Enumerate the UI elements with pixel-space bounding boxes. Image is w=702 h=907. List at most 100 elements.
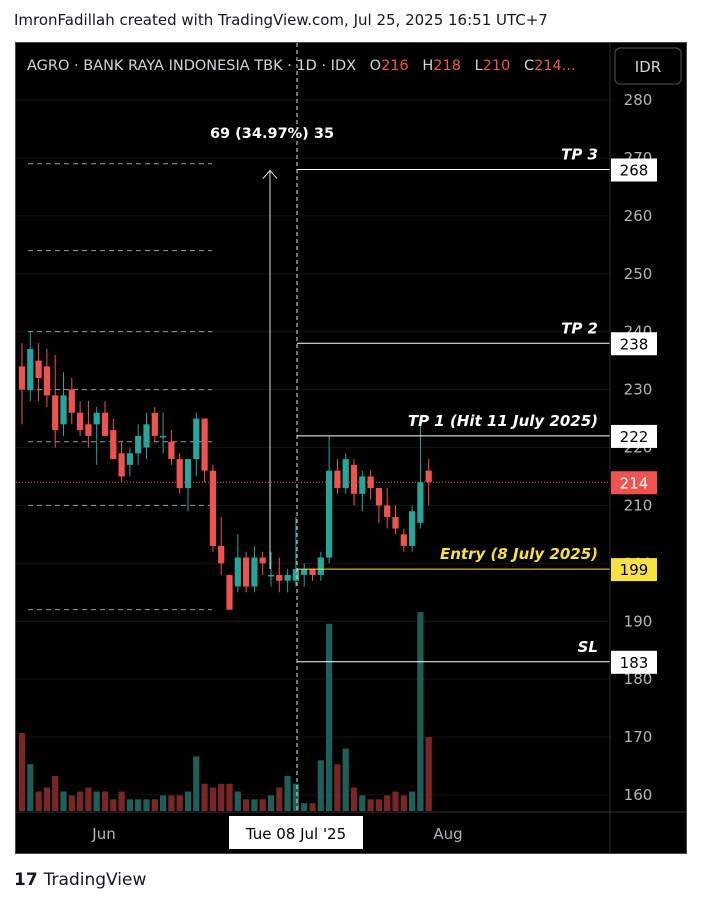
low-label: L: [475, 58, 483, 74]
candle-body[interactable]: [234, 557, 241, 587]
candle-body[interactable]: [193, 418, 200, 460]
price-tick-210: 210: [624, 496, 653, 514]
candle-body[interactable]: [18, 366, 26, 390]
open-label: O: [370, 58, 381, 74]
volume-bar: [118, 791, 125, 811]
level-tag-222-bg: [611, 424, 657, 448]
symbol-info: AGRO · BANK RAYA INDONESIA TBK · 1D · ID…: [27, 58, 356, 74]
price-tick-180: 180: [624, 670, 653, 688]
volume-bar: [110, 799, 117, 811]
volume-bar: [18, 733, 26, 811]
candlesticks[interactable]: [18, 331, 432, 610]
level-label: Entry (8 July 2025): [440, 545, 598, 563]
candle-body[interactable]: [251, 557, 258, 587]
current-price-tag: 214: [620, 474, 649, 492]
candle-body[interactable]: [93, 412, 100, 425]
open-value: 216: [381, 58, 409, 74]
candle-body[interactable]: [259, 557, 266, 564]
candle-body[interactable]: [309, 569, 316, 575]
candle-body[interactable]: [350, 464, 358, 494]
candle-body[interactable]: [27, 349, 34, 390]
volume-bar: [301, 803, 308, 811]
volume-bar: [284, 775, 291, 811]
level-tag-199-bg: [611, 558, 657, 582]
candle-body[interactable]: [143, 424, 150, 448]
candle-body[interactable]: [135, 435, 142, 454]
grid-lines: [16, 99, 610, 796]
time-axis[interactable]: Jun Aug Tue 08 Jul '25: [91, 816, 463, 849]
candle-body[interactable]: [118, 453, 125, 477]
volume-bar: [135, 799, 142, 811]
tradingview-brand[interactable]: 17 TradingView: [14, 870, 146, 890]
volume-bar: [126, 799, 133, 811]
price-tick-280: 280: [624, 91, 653, 109]
level-tag-222: 222: [620, 428, 649, 446]
candle-body[interactable]: [409, 511, 416, 546]
candle-body[interactable]: [168, 441, 175, 460]
candle-body[interactable]: [160, 435, 167, 438]
candle-body[interactable]: [201, 418, 208, 471]
level-tag-238: 238: [620, 335, 649, 353]
candle-body[interactable]: [176, 459, 183, 489]
candle-body[interactable]: [292, 569, 299, 581]
candle-body[interactable]: [326, 470, 333, 558]
candle-body[interactable]: [218, 545, 225, 564]
level-tag-268-bg: [611, 158, 657, 182]
measure-label: 69 (34.97%) 35: [210, 126, 334, 142]
candle-body[interactable]: [375, 488, 382, 506]
low-value: 210: [483, 58, 511, 74]
candle-body[interactable]: [359, 476, 366, 494]
candle-body[interactable]: [284, 574, 291, 581]
volume-bar: [143, 799, 150, 811]
candle-body[interactable]: [60, 395, 67, 425]
currency-label: IDR: [635, 58, 661, 76]
candle-body[interactable]: [110, 430, 117, 460]
volume-bar: [276, 787, 283, 811]
currency-button[interactable]: IDR: [614, 47, 682, 85]
candle-body[interactable]: [184, 459, 192, 489]
candle-body[interactable]: [77, 412, 84, 431]
volume-bar: [101, 791, 109, 811]
close-value: 214...: [534, 58, 576, 74]
candle-body[interactable]: [317, 557, 324, 575]
level-label: TP 2: [561, 319, 598, 337]
candle-body[interactable]: [151, 412, 158, 436]
volume-bar: [342, 748, 349, 811]
volume-bar: [52, 775, 59, 811]
candle-body[interactable]: [43, 366, 50, 396]
candle-body[interactable]: [85, 424, 92, 436]
candle-body[interactable]: [243, 557, 250, 587]
volume-bar: [334, 764, 341, 811]
dashed-reference-lines: [28, 163, 212, 611]
candle-body[interactable]: [101, 412, 109, 436]
candle-body[interactable]: [301, 569, 308, 575]
candle-body[interactable]: [126, 453, 133, 465]
candle-body[interactable]: [334, 470, 341, 489]
level-lines[interactable]: TP 3 TP 2 TP 1 (Hit 11 July 2025) Entry (8 …: [16, 146, 610, 663]
candle-body[interactable]: [417, 482, 424, 523]
price-tick-160: 160: [624, 786, 653, 804]
price-axis-tags: 268 238 222 199 183 214: [611, 158, 657, 674]
candle-body[interactable]: [400, 534, 407, 546]
chart-legend: AGRO · BANK RAYA INDONESIA TBK · 1D · ID…: [27, 58, 576, 74]
candle-body[interactable]: [384, 505, 391, 517]
candle-body[interactable]: [267, 574, 275, 577]
volume-bar: [43, 787, 50, 811]
candle-body[interactable]: [276, 574, 283, 581]
candle-body[interactable]: [425, 470, 432, 483]
candle-body[interactable]: [68, 389, 75, 413]
candle-body[interactable]: [392, 517, 399, 529]
candle-body[interactable]: [209, 470, 216, 546]
candle-body[interactable]: [35, 360, 42, 378]
candle-body[interactable]: [226, 574, 233, 610]
candle-body[interactable]: [52, 395, 59, 431]
volume-bar: [384, 795, 391, 811]
volume-bar: [168, 795, 175, 811]
measure-tool[interactable]: 69 (34.97%) 35: [210, 126, 334, 570]
volume-bar: [243, 799, 250, 811]
volume-bar: [375, 799, 382, 811]
tradingview-logo-icon: 17: [14, 870, 38, 890]
candle-body[interactable]: [342, 459, 349, 489]
volume-bar: [85, 787, 92, 811]
